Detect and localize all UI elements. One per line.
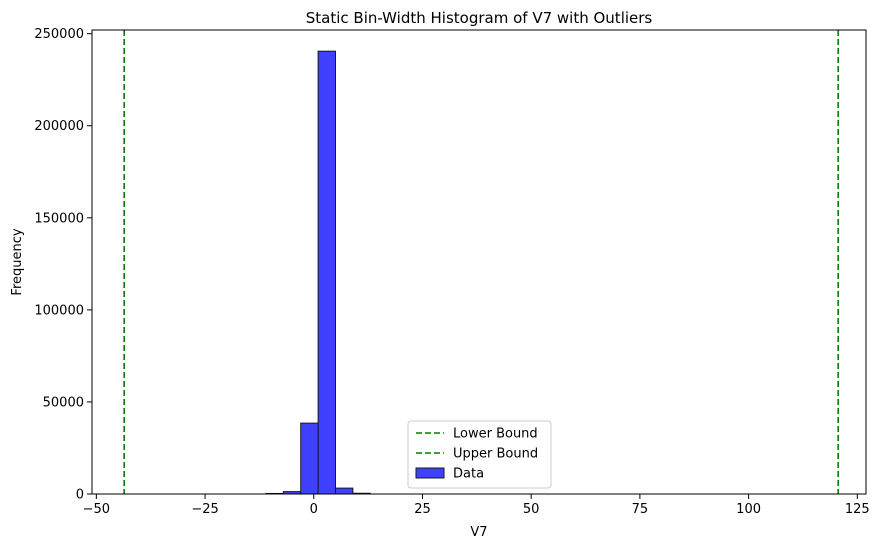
x-tick-label: 25: [414, 502, 431, 517]
x-tick-label: 0: [310, 502, 318, 517]
plot-frame: [91, 29, 867, 495]
legend: Lower Bound Upper Bound Data: [407, 420, 552, 489]
legend-label-lower-bound: Lower Bound: [453, 427, 538, 442]
x-axis-ticks: −50 −25 0 25 50 75 100 125: [83, 494, 870, 517]
legend-label-data: Data: [453, 467, 484, 482]
histogram-bar-3: [317, 50, 337, 495]
x-axis-title: V7: [470, 525, 487, 540]
y-tick-label: 100000: [34, 303, 84, 318]
chart-title: Static Bin-Width Histogram of V7 with Ou…: [306, 9, 653, 27]
y-tick-label: 250000: [34, 27, 84, 42]
x-tick-label: 75: [632, 502, 649, 517]
x-tick-label: −25: [191, 502, 218, 517]
y-axis-title: Frequency: [10, 228, 25, 295]
y-axis-ticks: 0 50000 100000 150000 200000 250000: [34, 27, 92, 503]
y-tick-label: 200000: [34, 119, 84, 134]
legend-swatch-data: [415, 467, 445, 479]
bars-layer: [265, 50, 371, 495]
y-tick-label: 150000: [34, 211, 84, 226]
x-tick-label: 125: [845, 502, 870, 517]
x-tick-label: 100: [736, 502, 761, 517]
histogram-bar-4: [335, 487, 354, 495]
x-tick-label: 50: [523, 502, 540, 517]
reference-lines-layer: [123, 30, 839, 494]
legend-label-upper-bound: Upper Bound: [453, 447, 538, 462]
y-tick-label: 0: [76, 488, 84, 503]
y-tick-label: 50000: [43, 395, 84, 410]
histogram-bar-2: [300, 422, 319, 495]
x-tick-label: −50: [83, 502, 110, 517]
